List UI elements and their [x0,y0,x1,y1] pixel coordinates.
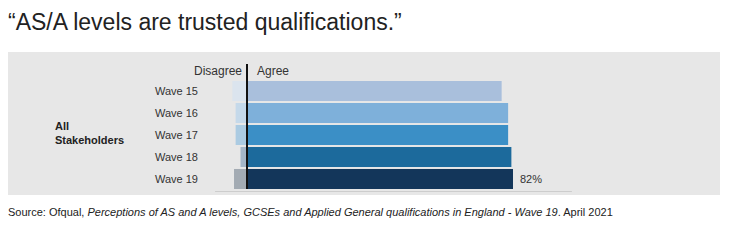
y-axis: Wave 15 Wave 16 Wave 17 Wave 18 Wave 19 [155,85,198,185]
bar [247,125,508,145]
bar [247,81,502,101]
bar [234,169,247,189]
source: Source: Ofqual, Perceptions of AS and A … [8,206,613,218]
y-tick: Wave 16 [155,107,198,119]
y-tick: Wave 17 [155,129,198,141]
bars [232,81,513,189]
bar [247,169,513,189]
category-label: Wave 18 [155,151,198,163]
legend-entry: Agree [257,64,289,78]
category-label: Wave 16 [155,107,198,119]
category-label: Wave 15 [155,85,198,97]
y-axis-label: AllStakeholders [55,120,124,146]
data-label: 82% [520,173,542,185]
category-label: Wave 19 [155,173,198,185]
source-part: Perceptions of AS and A levels, GCSEs an… [88,206,558,218]
legend-entry: Disagree [194,64,242,78]
title: “AS/A levels are trusted qualifications.… [8,9,402,35]
source-part: . April 2021 [558,206,613,218]
y-tick: Wave 19 [155,173,198,185]
y-tick: Wave 15 [155,85,198,97]
bar [236,103,247,123]
bar [247,147,511,167]
chart: “AS/A levels are trusted qualifications.… [0,0,730,234]
bar [232,81,247,101]
bar [236,125,247,145]
bar [247,103,508,123]
category-label: Wave 17 [155,129,198,141]
x-axis [215,191,572,192]
y-tick: Wave 18 [155,151,198,163]
grid-line [246,64,248,189]
source-part: Source: Ofqual, [8,206,88,218]
panel [8,52,720,195]
x-axis-line [215,191,572,192]
